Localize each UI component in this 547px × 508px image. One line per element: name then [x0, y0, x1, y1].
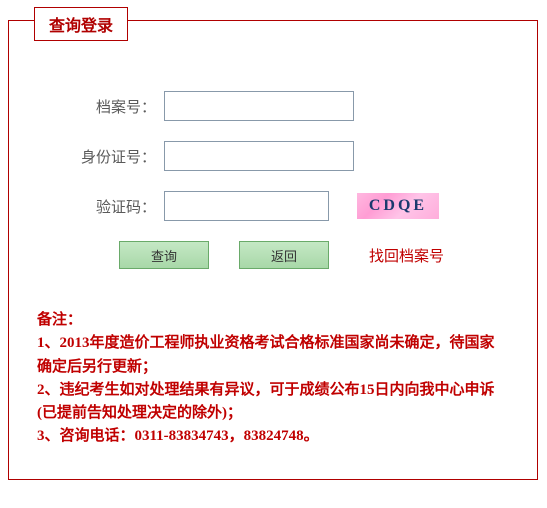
archive-input[interactable] [164, 91, 354, 121]
find-archive-link[interactable]: 找回档案号 [369, 245, 444, 266]
notes-item-3: 3、咨询电话：0311-83834743，83824748。 [37, 425, 509, 448]
notes-section: 备注： 1、2013年度造价工程师执业资格考试合格标准国家尚未确定，待国家确定后… [9, 279, 537, 479]
captcha-input[interactable] [164, 191, 329, 221]
query-button[interactable]: 查询 [119, 241, 209, 269]
captcha-row: 验证码： CDQE [49, 191, 497, 221]
button-row: 查询 返回 找回档案号 [49, 241, 497, 269]
notes-item-2: 2、违纪考生如对处理结果有异议，可于成绩公布15日内向我中心申诉(已提前告知处理… [37, 379, 509, 426]
back-button[interactable]: 返回 [239, 241, 329, 269]
id-label: 身份证号： [49, 146, 164, 167]
captcha-label: 验证码： [49, 196, 164, 217]
archive-label: 档案号： [49, 96, 164, 117]
login-panel: 查询登录 档案号： 身份证号： 验证码： CDQE 查询 返回 找回档案号 备注… [8, 20, 538, 480]
captcha-image[interactable]: CDQE [357, 193, 439, 219]
archive-row: 档案号： [49, 91, 497, 121]
notes-title: 备注： [37, 309, 509, 332]
notes-item-1: 1、2013年度造价工程师执业资格考试合格标准国家尚未确定，待国家确定后另行更新… [37, 332, 509, 379]
panel-legend: 查询登录 [34, 7, 128, 41]
id-row: 身份证号： [49, 141, 497, 171]
id-input[interactable] [164, 141, 354, 171]
form-section: 档案号： 身份证号： 验证码： CDQE 查询 返回 找回档案号 [9, 71, 537, 279]
